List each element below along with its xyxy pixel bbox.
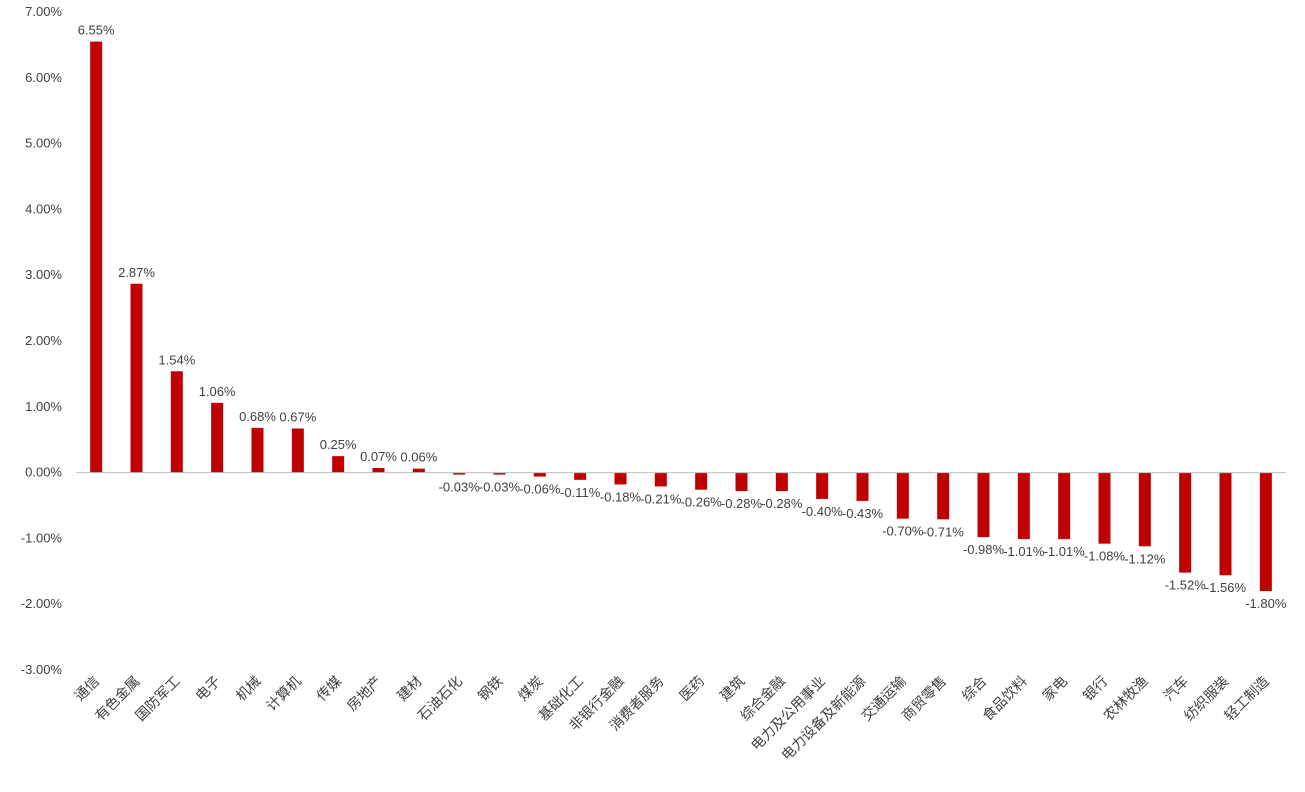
bar — [1219, 472, 1232, 576]
bar — [856, 472, 869, 501]
data-label: 1.06% — [199, 384, 236, 399]
data-label: -0.03% — [479, 480, 521, 495]
bar — [90, 41, 103, 473]
y-tick-label: 7.00% — [25, 4, 62, 19]
category-label: 石油石化 — [415, 674, 466, 725]
bar — [372, 467, 385, 473]
bar — [291, 428, 304, 473]
data-label: 1.54% — [158, 352, 195, 367]
category-label: 机械 — [233, 674, 264, 705]
data-label: 2.87% — [118, 265, 155, 280]
data-label: -0.28% — [761, 496, 803, 511]
category-label: 银行 — [1080, 674, 1111, 705]
bar — [130, 283, 143, 473]
bar — [533, 472, 546, 477]
data-label: -1.12% — [1124, 551, 1166, 566]
category-label: 房地产 — [344, 674, 385, 715]
y-tick-label: -2.00% — [21, 596, 63, 611]
bar — [695, 472, 708, 490]
bar — [1259, 472, 1272, 592]
category-label: 通信 — [72, 674, 103, 705]
data-label: -0.71% — [923, 524, 965, 539]
bar — [251, 427, 264, 473]
category-label: 医药 — [677, 674, 708, 705]
category-label: 钢铁 — [475, 674, 506, 705]
category-label: 综合 — [959, 674, 990, 705]
data-label: -0.18% — [600, 489, 642, 504]
bars — [90, 41, 1272, 592]
category-label: 汽车 — [1160, 673, 1192, 705]
bar — [977, 472, 990, 538]
data-label: -0.11% — [560, 485, 601, 500]
data-label: -1.52% — [1165, 578, 1207, 593]
y-tick-label: 1.00% — [25, 399, 62, 414]
bar — [896, 472, 909, 519]
data-label: -1.01% — [1003, 544, 1045, 559]
bar — [453, 472, 466, 475]
data-label: -1.08% — [1084, 549, 1126, 564]
category-label: 农林牧渔 — [1101, 674, 1152, 725]
data-label: -0.26% — [681, 495, 723, 510]
y-tick-label: 4.00% — [25, 201, 62, 216]
bar — [1138, 472, 1151, 547]
data-label: -0.03% — [439, 480, 481, 495]
bar — [816, 472, 829, 499]
y-tick-label: -3.00% — [21, 662, 63, 677]
category-label: 轻工制造 — [1222, 674, 1273, 725]
y-tick-label: 6.00% — [25, 70, 62, 85]
bar — [493, 472, 506, 475]
data-label: -0.21% — [640, 491, 682, 506]
bar — [574, 472, 587, 480]
category-label: 计算机 — [264, 674, 305, 715]
data-label: 0.07% — [360, 449, 397, 464]
y-tick-label: 2.00% — [25, 333, 62, 348]
category-label: 煤炭 — [516, 674, 547, 705]
bar — [1058, 472, 1071, 540]
category-label: 电子 — [193, 674, 224, 705]
data-label: 0.06% — [400, 450, 437, 465]
y-tick-label: 0.00% — [25, 465, 62, 480]
bar — [1179, 472, 1192, 573]
bar — [1098, 472, 1111, 544]
data-label: -1.01% — [1044, 544, 1086, 559]
data-label: -1.56% — [1205, 580, 1247, 595]
category-label: 传媒 — [314, 674, 345, 705]
bar — [412, 468, 425, 473]
bar — [937, 472, 950, 520]
y-tick-label: 5.00% — [25, 136, 62, 151]
bar — [332, 456, 345, 473]
data-label: -0.98% — [963, 542, 1005, 557]
category-label: 家电 — [1039, 673, 1071, 705]
y-axis: 7.00% 6.00% 5.00% 4.00% 3.00% 2.00% 1.00% 0.00%… — [21, 4, 63, 677]
category-label: 国防军工 — [133, 674, 184, 725]
bar — [654, 472, 667, 487]
bar — [1017, 472, 1030, 540]
y-tick-label: -1.00% — [21, 530, 63, 545]
data-label: -1.80% — [1245, 596, 1287, 611]
data-label: -0.70% — [882, 524, 924, 539]
bar — [775, 472, 788, 492]
bar — [614, 472, 627, 485]
data-label: 6.55% — [78, 23, 115, 38]
data-label: -0.40% — [802, 504, 844, 519]
data-label: -0.28% — [721, 496, 763, 511]
bar — [170, 371, 183, 473]
category-label: 商贸零售 — [899, 674, 950, 725]
data-label: 0.67% — [279, 410, 316, 425]
category-label: 食品饮料 — [979, 673, 1031, 725]
data-label: 0.25% — [320, 437, 357, 452]
data-label: 0.68% — [239, 409, 276, 424]
data-labels: 6.55% 2.87% 1.54% 1.06%0.68% 0.67% 0.25%0.07%… — [78, 23, 1287, 611]
bar — [211, 402, 224, 473]
bar — [735, 472, 748, 492]
data-label: -0.43% — [842, 506, 884, 521]
category-label: 建材 — [395, 674, 426, 705]
data-label: -0.06% — [519, 482, 561, 497]
category-label: 建筑 — [717, 674, 748, 705]
y-tick-label: 3.00% — [25, 267, 62, 282]
